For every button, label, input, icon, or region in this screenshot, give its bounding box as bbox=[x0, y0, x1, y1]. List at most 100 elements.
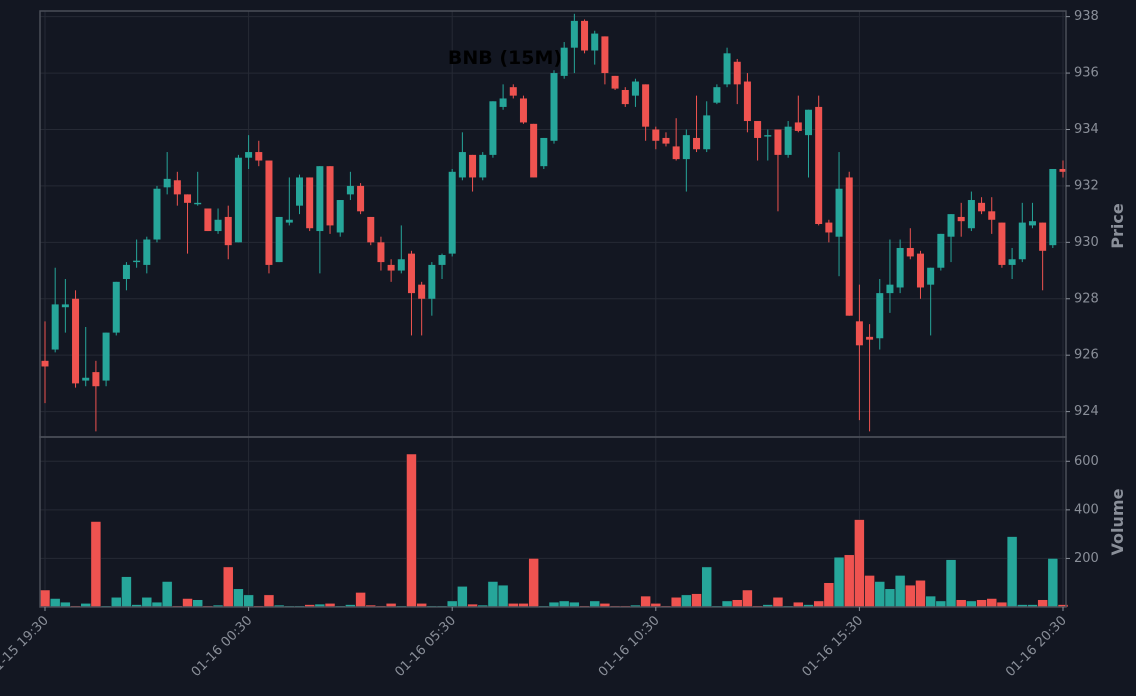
candle-body bbox=[72, 298, 80, 384]
candle-body bbox=[458, 152, 466, 178]
candle-body bbox=[672, 146, 680, 160]
volume-bar bbox=[233, 588, 244, 608]
volume-bar bbox=[121, 576, 132, 608]
volume-bar bbox=[528, 558, 539, 608]
candle-body bbox=[92, 372, 100, 387]
candle-body bbox=[1049, 168, 1057, 246]
candle-body bbox=[214, 219, 222, 232]
candle-body bbox=[255, 152, 263, 161]
candle-body bbox=[336, 200, 344, 233]
volume-bar bbox=[263, 594, 275, 608]
candle-body bbox=[1039, 222, 1047, 251]
volume-bar bbox=[111, 597, 122, 608]
volume-bar bbox=[243, 594, 254, 608]
y-tick-label: 926 bbox=[1074, 348, 1099, 363]
volume-bar bbox=[925, 595, 936, 608]
volume-bar bbox=[182, 598, 193, 608]
candle-body bbox=[693, 137, 701, 150]
candle-body bbox=[570, 20, 578, 48]
chart-title: BNB (15M) bbox=[448, 47, 562, 69]
candle-body bbox=[316, 166, 324, 232]
candle-body bbox=[845, 177, 853, 316]
volume-bar bbox=[833, 556, 845, 608]
candle-body bbox=[184, 194, 192, 203]
volume-bar bbox=[772, 597, 784, 608]
y-tick-label: 930 bbox=[1074, 235, 1099, 250]
candle-body bbox=[652, 129, 660, 141]
volume-bar bbox=[955, 599, 967, 608]
volume-bar bbox=[161, 581, 173, 608]
volume-bar bbox=[406, 453, 417, 608]
volume-panel bbox=[39, 436, 1067, 608]
candle-body bbox=[631, 81, 639, 96]
candle-body bbox=[866, 336, 874, 340]
volume-bar bbox=[976, 599, 987, 608]
candle-body bbox=[51, 304, 59, 350]
candle-body bbox=[733, 61, 741, 85]
volume-bar bbox=[1006, 536, 1018, 608]
volume-bar bbox=[742, 589, 753, 608]
candle-body bbox=[662, 137, 670, 144]
volume-bar bbox=[864, 575, 875, 608]
candle-body bbox=[957, 216, 965, 222]
volume-bar bbox=[854, 519, 865, 608]
candle-body bbox=[601, 36, 609, 74]
volume-bar bbox=[192, 599, 203, 608]
candle-body bbox=[794, 122, 802, 131]
candle-body bbox=[519, 98, 527, 123]
candle-body bbox=[122, 264, 130, 280]
volume-tick-label: 600 bbox=[1074, 454, 1099, 469]
volume-bar bbox=[966, 600, 977, 608]
candle-body bbox=[988, 211, 996, 220]
candle-body bbox=[916, 253, 924, 288]
candle-body bbox=[296, 177, 303, 206]
volume-bar bbox=[446, 600, 458, 608]
y-tick-label: 928 bbox=[1074, 291, 1099, 306]
volume-bar bbox=[640, 595, 651, 608]
candle-body bbox=[815, 106, 823, 224]
candle-body bbox=[479, 154, 487, 178]
candle-body bbox=[825, 222, 833, 233]
candle-body bbox=[1008, 259, 1016, 265]
volume-bar bbox=[487, 581, 499, 608]
candle-body bbox=[743, 81, 751, 122]
volume-bar bbox=[39, 589, 51, 608]
volume-bar bbox=[681, 594, 692, 608]
candle-body bbox=[377, 242, 385, 263]
volume-bar bbox=[497, 584, 509, 608]
candle-body bbox=[764, 135, 772, 137]
candle-body bbox=[886, 284, 894, 294]
candle-body bbox=[978, 202, 986, 212]
candle-body bbox=[357, 185, 365, 212]
candle-body bbox=[1028, 221, 1036, 226]
y-tick-label: 924 bbox=[1074, 404, 1099, 419]
candle-body bbox=[143, 239, 151, 265]
volume-bar bbox=[884, 588, 896, 608]
candle-body bbox=[835, 188, 843, 237]
candle-body bbox=[550, 73, 558, 141]
volume-tick-label: 400 bbox=[1074, 502, 1099, 517]
volume-bar bbox=[813, 600, 824, 608]
volume-bar bbox=[90, 521, 102, 608]
volume-bar bbox=[701, 566, 712, 608]
volume-bar bbox=[843, 554, 855, 608]
volume-bar bbox=[49, 598, 61, 608]
volume-bar bbox=[691, 593, 702, 608]
candle-body bbox=[540, 137, 548, 167]
candle-body bbox=[153, 188, 161, 240]
candle-body bbox=[173, 180, 181, 195]
candle-body bbox=[774, 129, 782, 155]
candle-body bbox=[754, 121, 762, 138]
volume-bar bbox=[721, 600, 733, 608]
candle-body bbox=[285, 219, 293, 223]
candle-body bbox=[418, 284, 426, 299]
candle-body bbox=[906, 247, 914, 257]
candle-body bbox=[530, 123, 538, 178]
candle-body bbox=[204, 208, 212, 232]
candle-body bbox=[876, 293, 884, 339]
candle-body bbox=[611, 75, 619, 89]
candle-body bbox=[61, 304, 69, 308]
candle-body bbox=[1018, 222, 1026, 260]
candle-body bbox=[407, 253, 415, 294]
